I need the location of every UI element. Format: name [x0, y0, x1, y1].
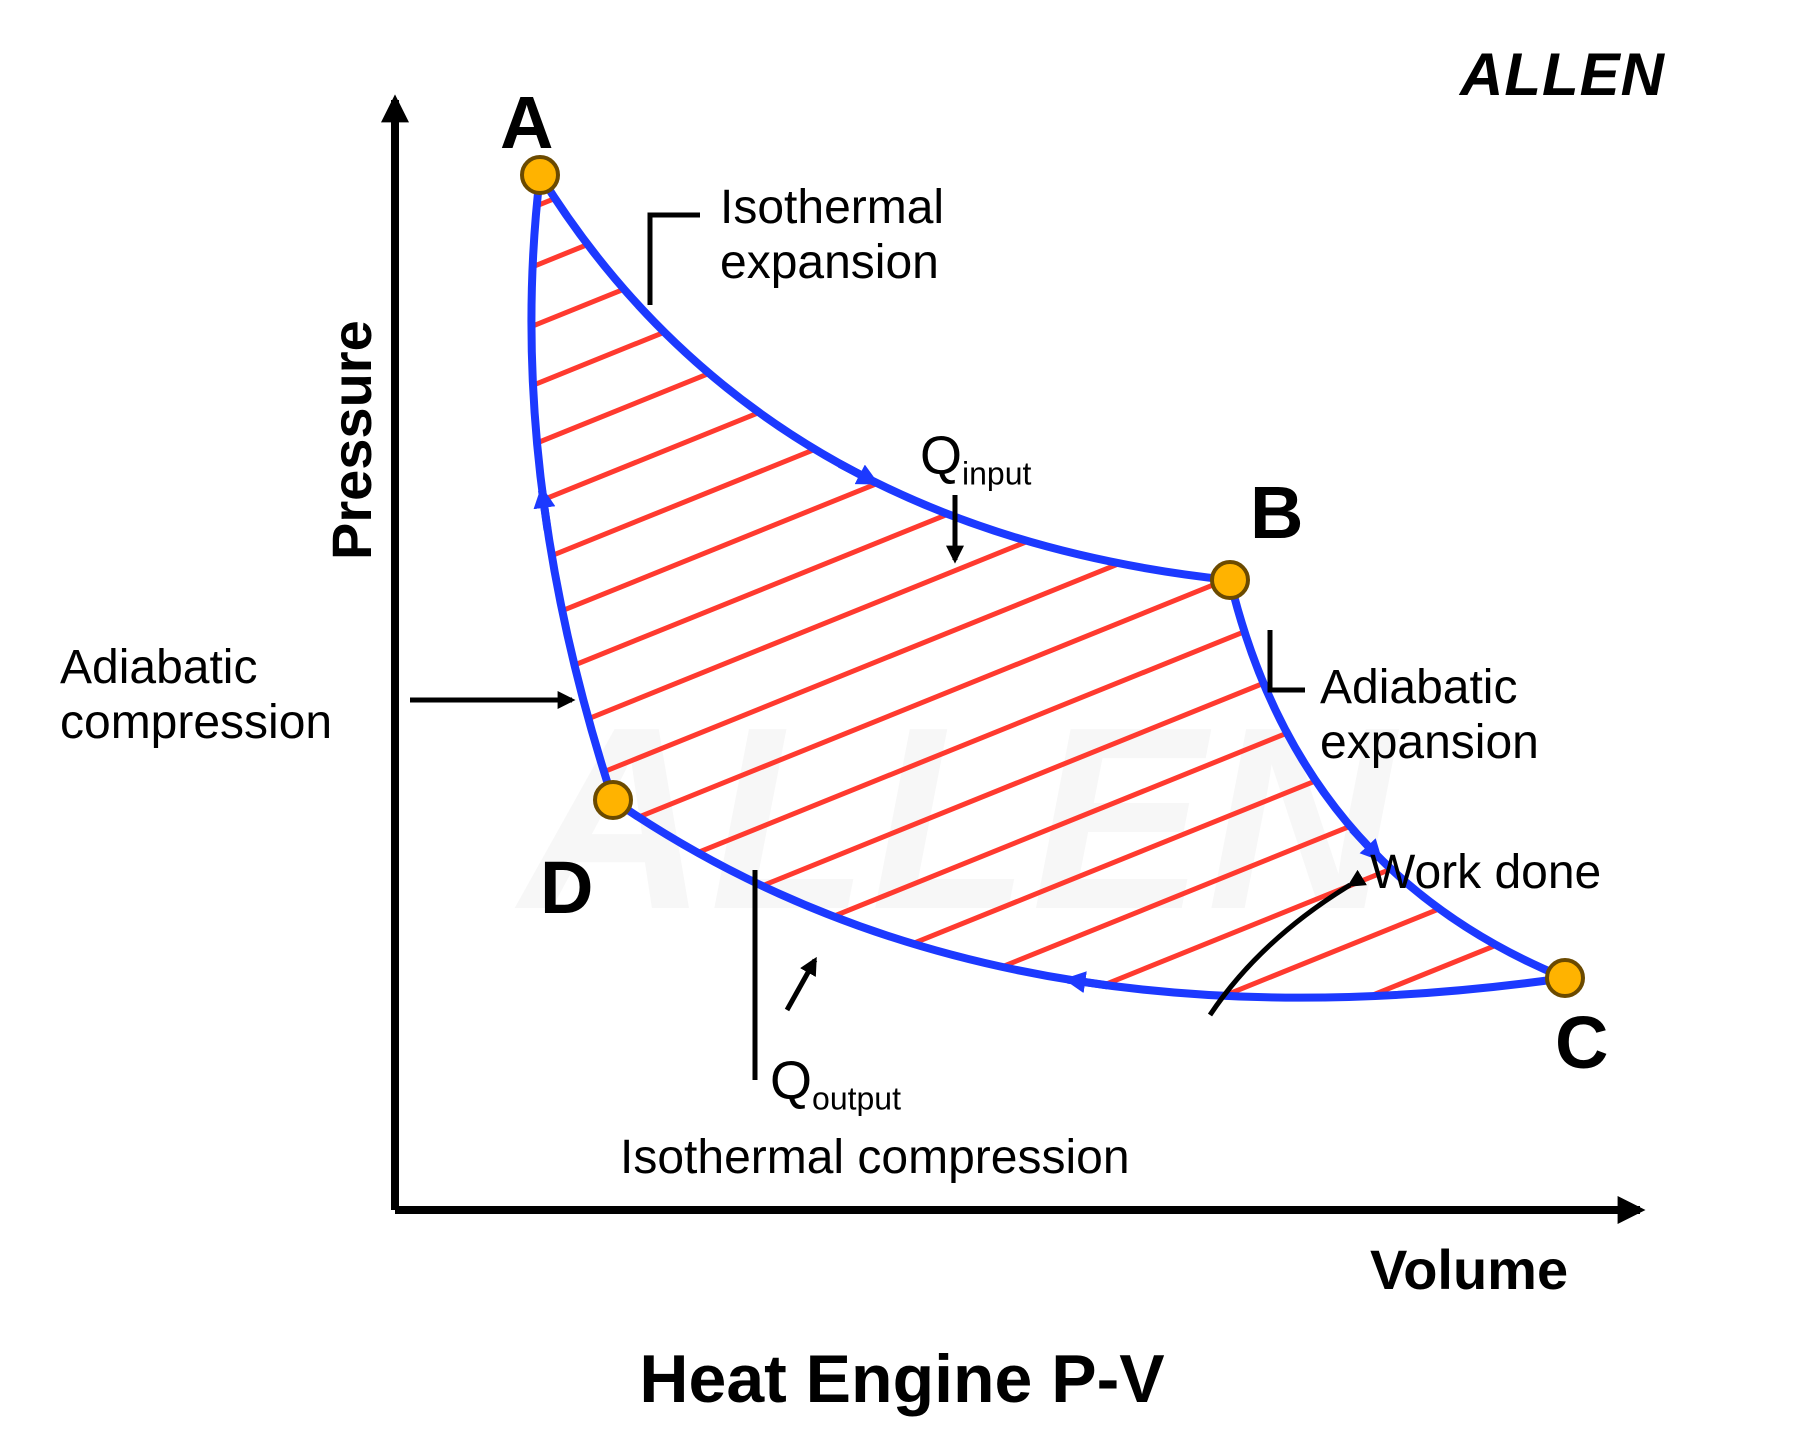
label-q-output: Qoutput	[770, 1050, 901, 1117]
figure-title: Heat Engine P-V	[0, 1340, 1804, 1418]
leader-line	[650, 215, 700, 305]
point-label-B: B	[1250, 470, 1303, 555]
label-isothermal-compression: Isothermal compression	[620, 1130, 1130, 1185]
point-label-A: A	[500, 80, 553, 165]
x-axis-label: Volume	[1370, 1238, 1568, 1302]
flow-arrow	[840, 464, 875, 483]
q-output-arrow	[787, 960, 815, 1010]
label-work-done: Work done	[1370, 845, 1601, 900]
y-axis-label: Pressure	[320, 320, 384, 560]
label-adiabatic-expansion: Adiabatic expansion	[1320, 660, 1539, 770]
brand-logo: ALLEN	[1460, 40, 1665, 109]
point-label-D: D	[540, 845, 593, 930]
point-label-C: C	[1555, 1000, 1608, 1085]
label-q-input: Qinput	[920, 425, 1031, 492]
flow-arrow	[542, 490, 548, 530]
point-C	[1547, 960, 1583, 996]
point-D	[595, 782, 631, 818]
label-isothermal-expansion: Isothermal expansion	[720, 180, 944, 290]
label-adiabatic-compression: Adiabatic compression	[60, 640, 332, 750]
leader-line	[1270, 630, 1305, 690]
point-B	[1212, 562, 1248, 598]
